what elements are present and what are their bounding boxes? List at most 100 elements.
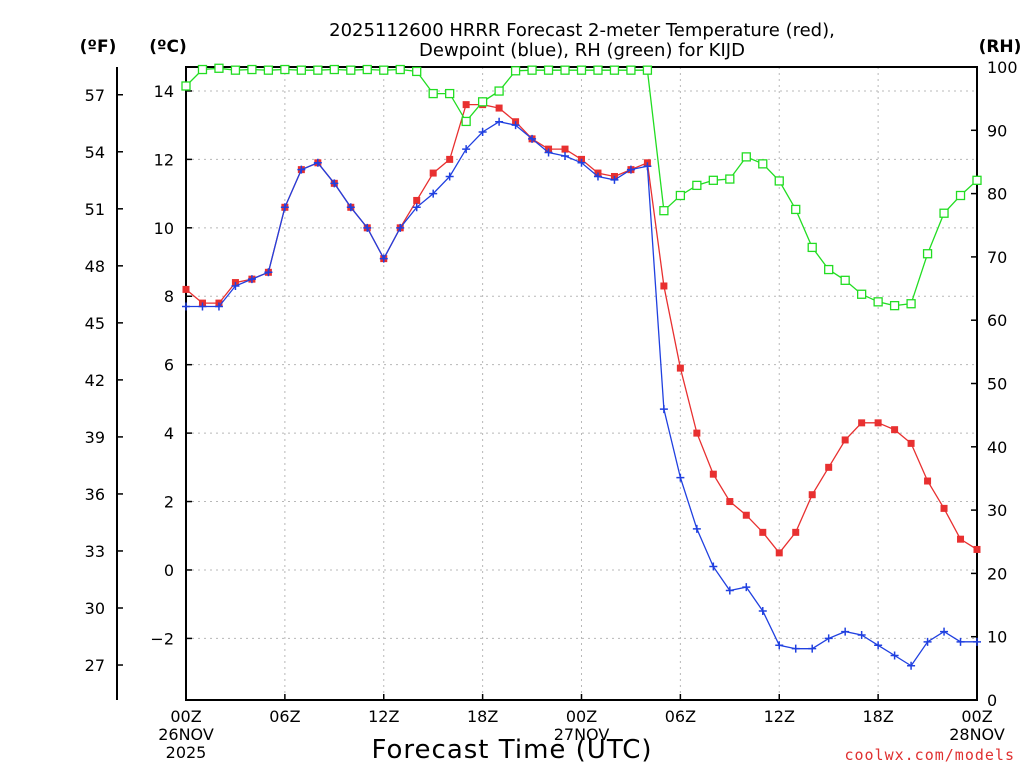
chart-title-line-2: Dewpoint (blue), RH (green) for KIJD (419, 40, 745, 61)
fahrenheit-tick-label: 36 (85, 485, 105, 504)
rh-marker (791, 204, 801, 215)
dewpoint-marker (247, 275, 256, 284)
rh-marker (675, 190, 686, 201)
rh-marker (972, 175, 982, 185)
temperature-marker (957, 535, 965, 543)
celsius-tick-label: 8 (164, 287, 174, 306)
x-tick-label: 18Z (862, 707, 893, 726)
rh-marker (642, 65, 653, 75)
fahrenheit-tick-label: 39 (85, 428, 105, 447)
temperature-marker (726, 498, 734, 506)
axes (116, 66, 978, 701)
rh-marker (560, 65, 570, 75)
dewpoint-marker (923, 637, 932, 646)
rh-marker (280, 64, 290, 75)
rh-marker (955, 190, 966, 201)
fahrenheit-tick-label: 30 (85, 599, 105, 618)
x-tick-label: 00Z (566, 707, 597, 726)
dewpoint-marker (264, 268, 273, 277)
dewpoint-marker (429, 189, 438, 198)
rh-marker (296, 65, 307, 75)
dewpoint-marker (214, 302, 223, 311)
dewpoint-marker (561, 151, 570, 160)
rh-marker (758, 159, 768, 169)
temperature-marker (759, 528, 767, 536)
dewpoint-marker (231, 281, 240, 290)
rh-marker (445, 88, 455, 99)
celsius-tick-label: 0 (164, 561, 174, 580)
temperature-marker (462, 101, 470, 109)
rh-marker (626, 65, 636, 75)
temperature-marker (429, 169, 437, 177)
dewpoint-marker (626, 165, 635, 174)
dewpoint-marker (791, 644, 800, 653)
dewpoint-marker (495, 117, 504, 126)
dewpoint-marker (775, 641, 784, 650)
temperature-marker (907, 439, 915, 447)
rh-tick-label: 20 (987, 564, 1007, 583)
rh-marker (362, 64, 372, 75)
rh-marker (807, 242, 817, 253)
data-series (181, 63, 982, 670)
rh-marker (741, 152, 751, 162)
temperature-marker (446, 155, 454, 163)
temperature-marker (825, 463, 833, 471)
dewpoint-marker (577, 158, 586, 167)
rh-marker (659, 206, 669, 216)
dewpoint-marker (956, 637, 965, 646)
rh-marker (247, 64, 257, 75)
dewpoint-marker (643, 162, 652, 171)
rh-marker (889, 300, 900, 311)
rh-tick-label: 60 (987, 311, 1007, 330)
fahrenheit-tick-label: 51 (85, 200, 105, 219)
rh-marker (873, 297, 883, 307)
rh-marker (395, 64, 405, 75)
celsius-tick-label: 6 (164, 356, 174, 375)
x-tick-label: 12Z (764, 707, 795, 726)
x-tick-label: 27NOV (554, 725, 610, 744)
temperature-marker (495, 104, 503, 112)
dewpoint-marker (725, 586, 734, 595)
temperature-marker (792, 528, 800, 536)
rh-marker (379, 65, 389, 75)
x-tick-label: 06Z (269, 707, 300, 726)
chart-title-line-1: 2025112600 HRRR Forecast 2-meter Tempera… (329, 20, 835, 41)
dewpoint-marker (593, 172, 602, 181)
rh-marker (428, 88, 438, 99)
rh-marker (329, 64, 339, 75)
rh-marker (939, 208, 949, 218)
dewpoint-marker (330, 179, 339, 188)
rh-marker (461, 116, 471, 127)
dewpoint-marker (544, 148, 553, 157)
temperature-marker (742, 511, 750, 519)
rh-marker (477, 97, 488, 107)
dewpoint-marker (462, 145, 471, 154)
temperature-marker (660, 282, 668, 290)
temperature-marker (676, 364, 684, 372)
dewpoint-marker (709, 562, 718, 571)
dewpoint-marker (528, 134, 537, 143)
rh-marker (412, 66, 422, 77)
temperature-marker (182, 285, 190, 293)
dewpoint-marker (907, 661, 916, 670)
x-axis-label: Forecast Time (UTC) (371, 735, 652, 765)
temperature-marker (808, 491, 816, 499)
temperature-marker (973, 545, 981, 553)
temperature-marker (693, 429, 701, 437)
rh-marker (774, 176, 784, 186)
temperature-marker (891, 426, 899, 434)
fahrenheit-unit-label: (ºF) (80, 37, 117, 57)
temperature-marker (874, 419, 882, 427)
rh-tick-label: 90 (987, 121, 1007, 140)
fahrenheit-tick-label: 33 (85, 542, 105, 561)
dewpoint-marker (808, 644, 817, 653)
x-tick-label: 28NOV (949, 725, 1005, 744)
rh-marker (593, 65, 603, 75)
temperature-marker (709, 470, 717, 478)
dewpoint-marker (659, 405, 668, 414)
fahrenheit-tick-label: 42 (85, 371, 105, 390)
rh-marker (906, 299, 916, 309)
temperature-marker (858, 419, 866, 427)
rh-tick-label: 0 (987, 691, 997, 710)
